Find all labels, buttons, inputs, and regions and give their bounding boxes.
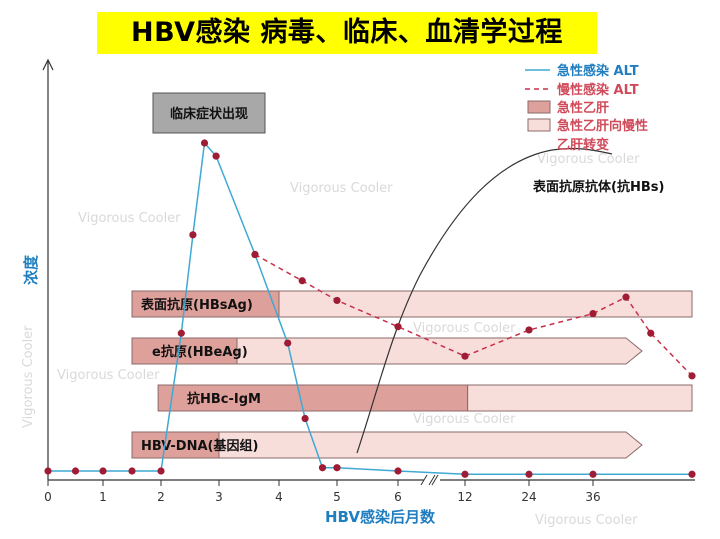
data-point: [284, 339, 292, 347]
data-point: [589, 309, 597, 318]
data-point: [647, 329, 655, 337]
watermark-text: Vigorous Cooler: [57, 368, 160, 383]
series-line: [254, 253, 693, 377]
data-point: [128, 467, 136, 475]
x-tick-label: 4: [275, 490, 283, 504]
bar-label: HBV-DNA(基因组): [141, 438, 258, 454]
legend-label: 慢性感染 ALT: [557, 82, 639, 98]
legend-label: 急性乙肝: [557, 100, 609, 116]
bar-chronic-segment: [278, 290, 693, 318]
data-point: [622, 293, 630, 301]
anti-hbs-curve: [356, 147, 613, 454]
bars: 表面抗原(HBsAg) e抗原(HBeAg) 抗HBc-IgM HBV-DNA(基因组…: [131, 290, 693, 459]
serology-bar: 抗HBc-IgM: [157, 384, 693, 412]
data-point: [461, 470, 469, 478]
bar-label: e抗原(HBeAg): [152, 344, 248, 360]
bar-acute-segment: [131, 337, 238, 365]
data-point: [99, 467, 107, 475]
data-point: [589, 470, 597, 478]
bar-acute-segment: [131, 431, 220, 459]
x-axis-title: HBV感染后月数: [325, 508, 436, 526]
watermark-text: Vigorous Cooler: [21, 325, 36, 428]
bar-chronic-arrow: [218, 431, 643, 459]
bar-label: 表面抗原(HBsAg): [140, 297, 253, 313]
anti-hbs-line: [356, 147, 613, 454]
data-point: [525, 326, 533, 334]
watermark-text: Vigorous Cooler: [290, 181, 393, 196]
data-point: [189, 231, 197, 239]
y-axis-arrow: [42, 58, 54, 71]
data-point: [333, 464, 341, 472]
axis-break: [428, 474, 436, 486]
watermark-text: Vigorous Cooler: [413, 412, 516, 427]
bar-acute-segment: [157, 384, 469, 412]
title-banner: HBV感染 病毒、临床、血清学过程: [97, 12, 597, 54]
x-tick-label: 5: [333, 490, 341, 504]
data-point: [688, 372, 696, 380]
x-tick-label: 3: [215, 490, 223, 504]
data-point: [71, 467, 80, 475]
bar-chronic-arrow: [236, 337, 643, 365]
serology-bar: e抗原(HBeAg): [131, 337, 643, 365]
data-point: [318, 464, 327, 472]
data-point: [394, 467, 402, 475]
anti-hbs-label: 表面抗原抗体(抗HBs): [532, 179, 664, 195]
bar-label: 抗HBc-IgM: [187, 391, 261, 407]
data-point: [461, 352, 469, 360]
data-point: [157, 467, 165, 475]
x-tick-label: 36: [585, 490, 600, 504]
data-point: [177, 329, 185, 337]
data-point: [212, 152, 220, 160]
x-tick-label: 2: [157, 490, 165, 504]
x-tick-label: 1: [99, 490, 107, 504]
legend-swatch-box: [527, 100, 551, 114]
serology-bar: 表面抗原(HBsAg): [131, 290, 693, 318]
data-point: [394, 323, 402, 331]
watermarks: Vigorous Cooler Vigorous Cooler Vigorous C…: [21, 152, 640, 528]
data-point: [525, 470, 533, 478]
watermark-text: Vigorous Cooler: [535, 513, 638, 528]
legend-label: 急性感染 ALT: [557, 63, 639, 79]
x-tick-label: 24: [521, 490, 536, 504]
data-point: [251, 250, 259, 259]
x-tick-label: 0: [44, 490, 52, 504]
data-point: [333, 296, 341, 305]
series: [44, 139, 696, 478]
data-point: [301, 414, 309, 423]
clinical-box: [152, 92, 266, 134]
watermark-text: Vigorous Cooler: [537, 152, 640, 167]
page-title: HBV感染 病毒、临床、血清学过程: [131, 17, 563, 48]
legend-label: 急性乙肝向慢性: [557, 118, 648, 134]
data-point: [200, 139, 209, 147]
data-point: [44, 467, 52, 475]
y-axis-title: 浓度: [22, 254, 40, 285]
data-point: [688, 470, 696, 478]
axis-break: [431, 474, 439, 486]
watermark-text: Vigorous Cooler: [413, 321, 516, 336]
x-tick-label: 12: [457, 490, 472, 504]
x-tick-label: 6: [394, 490, 402, 504]
legend-swatch-box: [527, 118, 551, 132]
serology-bar: HBV-DNA(基因组): [131, 431, 643, 459]
clinical-label: 临床症状出现: [170, 106, 248, 122]
axis-break: [420, 474, 428, 486]
data-point: [298, 277, 306, 285]
bar-chronic-segment: [467, 384, 693, 412]
legend-label: 乙肝转变: [557, 137, 609, 153]
watermark-text: Vigorous Cooler: [78, 211, 181, 226]
